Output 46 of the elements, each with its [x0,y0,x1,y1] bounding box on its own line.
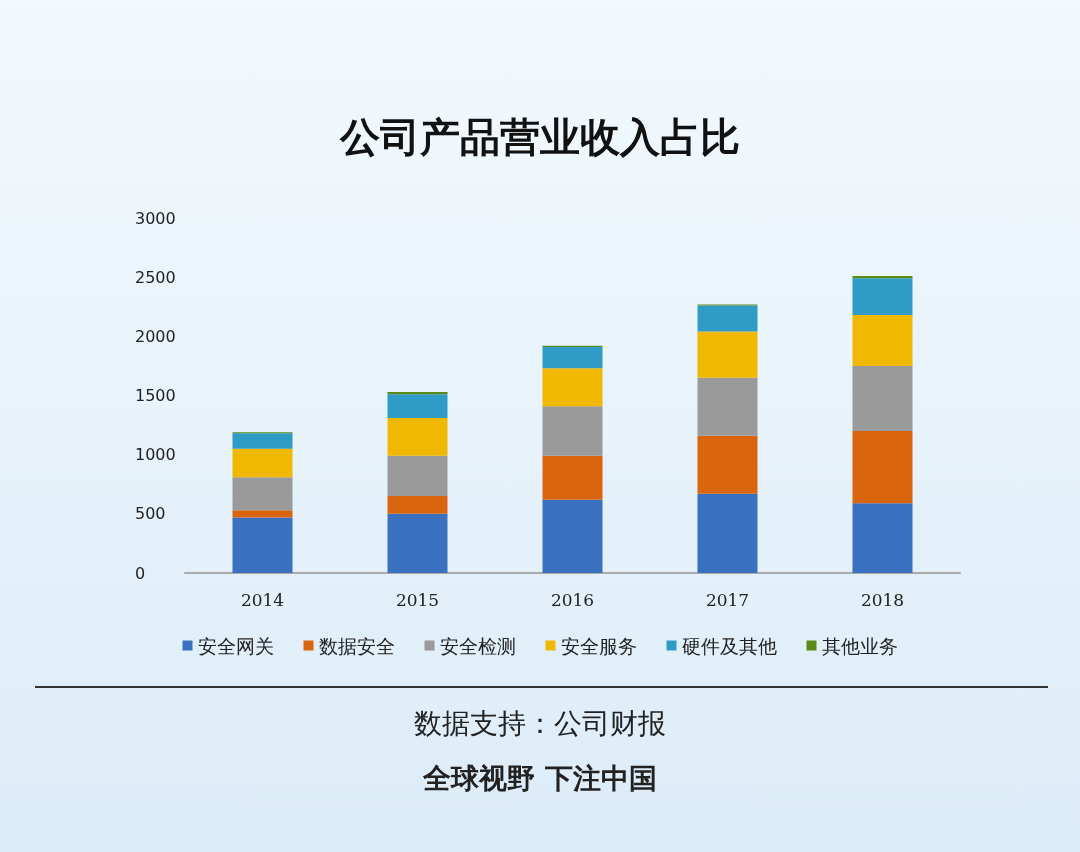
bar [542,368,603,407]
bar [697,435,758,494]
x-tick-label: 2014 [240,589,285,610]
bar [697,493,758,573]
legend-label: 安全服务 [560,634,637,657]
bar [697,331,758,378]
bar [387,513,448,573]
bar [852,315,913,366]
bar [232,433,293,449]
x-tick-label: 2018 [860,589,905,610]
legend-label: 安全网关 [197,634,274,657]
bar [232,477,293,511]
legend-label: 其他业务 [821,634,898,657]
bar [542,346,603,369]
bar [387,394,448,418]
bar [852,278,913,316]
bar [387,496,448,514]
y-tick-label: 3000 [135,208,176,228]
bar [542,455,603,500]
x-tick-label: 2017 [705,589,750,610]
bar [542,406,603,456]
bar [697,377,758,436]
bar [852,365,913,431]
legend-label: 安全检测 [439,634,516,657]
bar [232,517,293,573]
y-tick-label: 0 [135,563,146,583]
legend-label: 硬件及其他 [681,634,777,657]
bar [387,455,448,497]
bar [852,431,913,504]
chart-title: 公司产品营业收入占比 [339,114,740,160]
y-tick-label: 2000 [135,326,176,346]
bar [697,305,758,332]
legend-label: 数据安全 [318,634,395,657]
bar [232,510,293,518]
bar [542,499,603,573]
y-tick-label: 500 [135,504,166,524]
y-tick-label: 1000 [135,445,176,465]
x-tick-label: 2015 [395,589,440,610]
text: 数据支持：公司财报 [413,706,667,742]
y-tick-label: 2500 [135,267,176,287]
text: 全球视野 下注中国 [422,761,658,797]
bar [232,448,293,478]
x-tick-label: 2016 [550,589,595,610]
y-tick-label: 1500 [135,386,176,405]
bar [852,503,913,573]
bar [387,417,448,456]
